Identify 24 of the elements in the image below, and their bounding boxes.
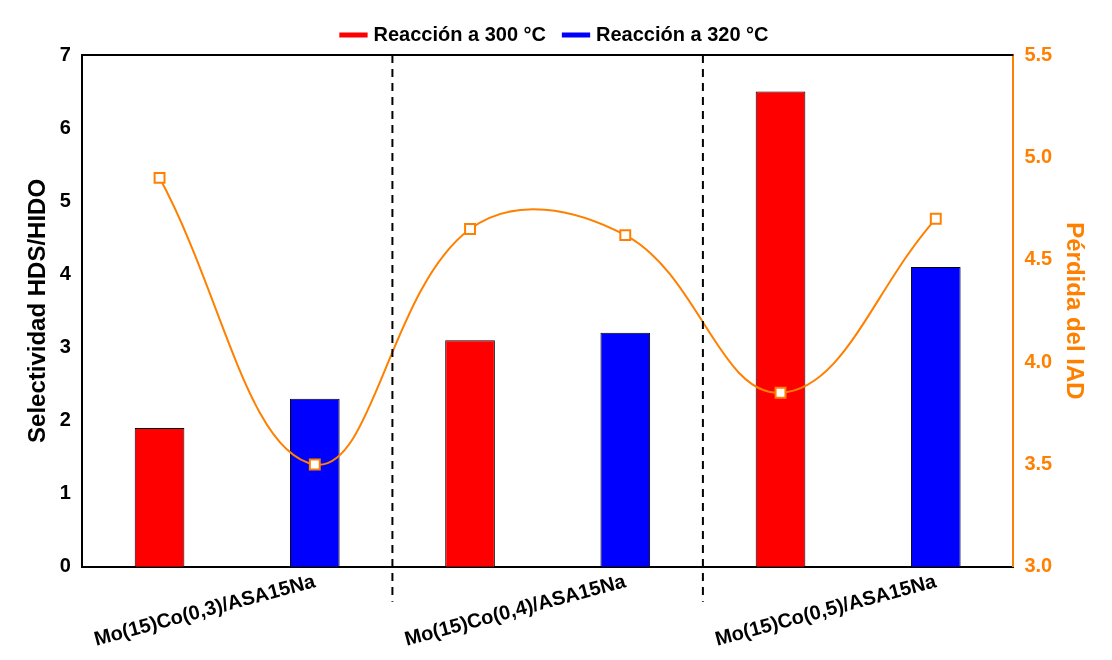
y2-tick-label: 3.5 bbox=[1024, 452, 1053, 474]
y-tick-label: 2 bbox=[59, 408, 71, 431]
y-tick-label: 1 bbox=[59, 481, 71, 504]
y-tick-label: 4 bbox=[59, 261, 72, 284]
y2-tick-label: 4.0 bbox=[1024, 349, 1053, 372]
y-tick-label: 0 bbox=[59, 554, 71, 577]
y2-tick-label: 5.0 bbox=[1024, 144, 1053, 167]
y2-tick-label: 5.5 bbox=[1024, 42, 1053, 65]
point bbox=[774, 386, 787, 399]
y2-axis-title: Pérdida del IAD bbox=[1061, 222, 1089, 400]
legend-label: Reacción a 320 °C bbox=[596, 22, 769, 45]
point bbox=[308, 458, 321, 471]
point bbox=[153, 171, 166, 184]
y-tick-label: 3 bbox=[59, 335, 71, 357]
y-tick-label: 5 bbox=[59, 188, 71, 211]
y-tick-label: 7 bbox=[59, 42, 71, 65]
y-axis-title: Selectividad HDS/HIDO bbox=[23, 178, 51, 443]
point bbox=[929, 212, 942, 225]
y-tick-label: 6 bbox=[59, 115, 71, 138]
point bbox=[619, 229, 632, 242]
y2-tick-label: 4.5 bbox=[1024, 247, 1053, 270]
legend-label: Reacción a 300 °C bbox=[373, 22, 546, 45]
point bbox=[464, 223, 476, 235]
y2-tick-label: 3.0 bbox=[1024, 554, 1053, 577]
